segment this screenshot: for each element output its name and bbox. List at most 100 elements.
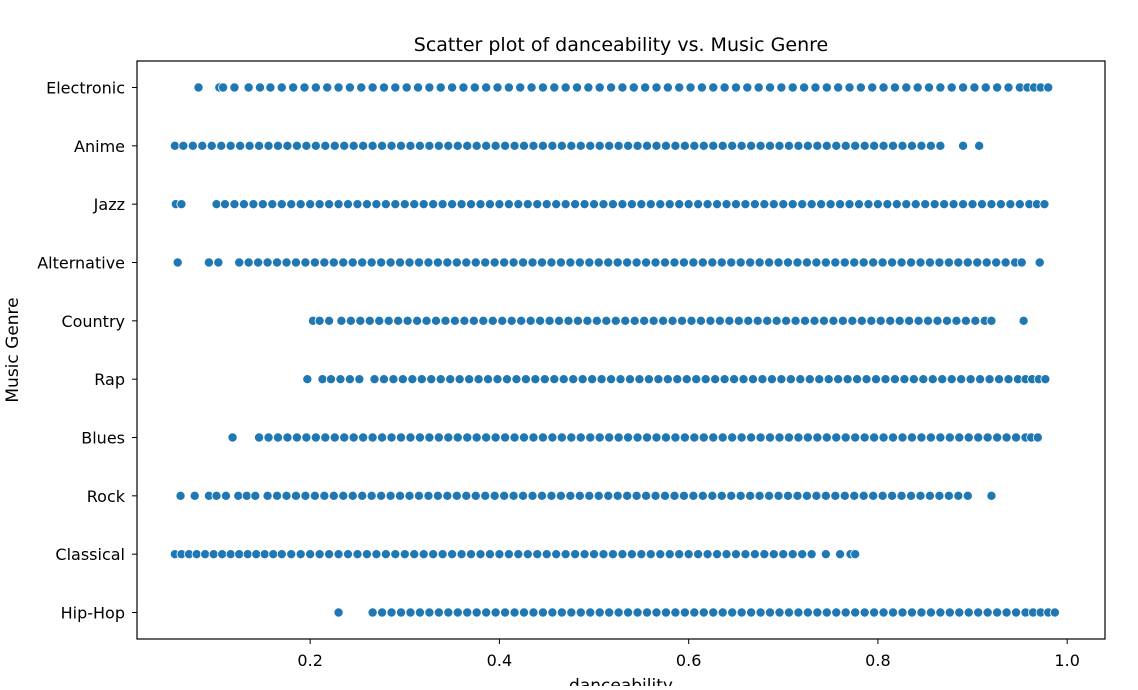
data-point [606, 374, 617, 385]
data-point [454, 374, 465, 385]
data-point [896, 257, 907, 268]
data-point [660, 490, 671, 501]
data-point [262, 257, 273, 268]
data-point [746, 140, 757, 151]
data-point [849, 257, 860, 268]
data-point [522, 199, 533, 210]
data-point [712, 199, 723, 210]
data-point [594, 432, 605, 443]
data-point [532, 549, 543, 560]
data-point [632, 607, 643, 618]
data-point [253, 257, 264, 268]
data-point [678, 257, 689, 268]
series-classical [169, 549, 861, 560]
data-point [801, 257, 812, 268]
data-point [317, 374, 328, 385]
data-point [943, 257, 954, 268]
data-point [603, 490, 614, 501]
data-point [377, 432, 388, 443]
data-point [743, 315, 754, 326]
data-point [541, 549, 552, 560]
data-point [519, 140, 530, 151]
data-point [717, 607, 728, 618]
data-point [255, 82, 266, 93]
y-tick-label: Rap [94, 370, 125, 389]
data-point [730, 82, 741, 93]
data-point [281, 257, 292, 268]
data-point [844, 199, 855, 210]
data-point [211, 490, 222, 501]
data-point [992, 607, 1003, 618]
data-point [651, 82, 662, 93]
data-point [343, 199, 354, 210]
data-point [272, 432, 283, 443]
data-point [778, 199, 789, 210]
data-point [587, 374, 598, 385]
data-point [934, 257, 945, 268]
data-point [489, 490, 500, 501]
data-point [689, 432, 700, 443]
data-point [823, 374, 834, 385]
data-point [328, 490, 339, 501]
data-point [939, 199, 950, 210]
data-point [888, 140, 899, 151]
data-point [203, 257, 214, 268]
data-point [248, 199, 259, 210]
data-point [325, 374, 336, 385]
data-point [508, 257, 519, 268]
data-point [547, 140, 558, 151]
data-point [766, 374, 777, 385]
data-point [740, 549, 751, 560]
data-point [799, 82, 810, 93]
data-point [604, 432, 615, 443]
data-point [536, 257, 547, 268]
data-point [305, 549, 316, 560]
data-point [520, 374, 531, 385]
data-point [509, 140, 520, 151]
data-point [593, 257, 604, 268]
data-point [530, 374, 541, 385]
data-point [842, 374, 853, 385]
data-point [443, 432, 454, 443]
data-point [596, 374, 607, 385]
data-point [1049, 607, 1060, 618]
data-point [468, 315, 479, 326]
data-point [631, 257, 642, 268]
data-point [433, 607, 444, 618]
data-point [642, 140, 653, 151]
data-point [563, 315, 574, 326]
data-point [916, 432, 927, 443]
data-point [219, 199, 230, 210]
data-point [678, 490, 689, 501]
x-axis-label: danceability [569, 676, 673, 686]
data-point [233, 490, 244, 501]
data-point [866, 315, 877, 326]
data-point [833, 82, 844, 93]
data-point [790, 315, 801, 326]
y-tick-label: Classical [55, 545, 125, 564]
data-point [329, 432, 340, 443]
data-point [636, 549, 647, 560]
data-point [268, 549, 279, 560]
data-point [300, 490, 311, 501]
data-point [674, 82, 685, 93]
data-point [480, 257, 491, 268]
data-point [765, 432, 776, 443]
data-point [697, 257, 708, 268]
data-point [774, 607, 785, 618]
data-point [461, 490, 472, 501]
data-point [669, 490, 680, 501]
data-point [943, 490, 954, 501]
data-point [566, 607, 577, 618]
data-point [742, 82, 753, 93]
data-point [526, 82, 537, 93]
data-point [869, 607, 880, 618]
data-point [418, 199, 429, 210]
data-point [768, 549, 779, 560]
data-point [606, 82, 617, 93]
data-point [969, 82, 980, 93]
data-point [483, 374, 494, 385]
data-point [431, 315, 442, 326]
data-point [885, 315, 896, 326]
